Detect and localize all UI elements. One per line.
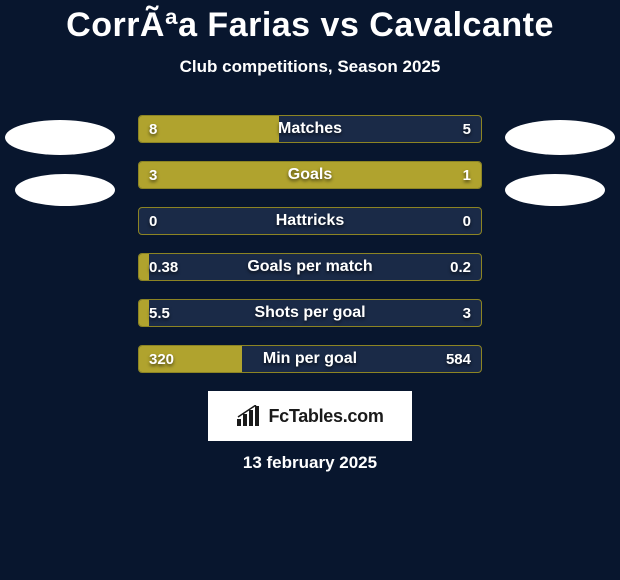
subtitle: Club competitions, Season 2025 bbox=[0, 57, 620, 77]
stat-bar-left bbox=[139, 162, 396, 188]
stat-value-left: 5.5 bbox=[149, 300, 170, 326]
stat-bar-right bbox=[396, 162, 482, 188]
stat-value-right: 3 bbox=[463, 300, 471, 326]
stat-row-goals-per-match: 0.38 Goals per match 0.2 bbox=[138, 253, 482, 281]
stat-value-right: 584 bbox=[446, 346, 471, 372]
stat-row-goals: 3 Goals 1 bbox=[138, 161, 482, 189]
date-label: 13 february 2025 bbox=[0, 453, 620, 473]
stat-value-right: 0 bbox=[463, 208, 471, 234]
stat-bar-left bbox=[139, 116, 279, 142]
site-logo[interactable]: FcTables.com bbox=[208, 391, 412, 441]
stats-chart: 8 Matches 5 3 Goals 1 0 Hattricks 0 0.38… bbox=[0, 115, 620, 373]
stat-value-left: 0 bbox=[149, 208, 157, 234]
stat-row-shots-per-goal: 5.5 Shots per goal 3 bbox=[138, 299, 482, 327]
site-logo-text: FcTables.com bbox=[268, 406, 383, 427]
stat-label: Goals per match bbox=[139, 254, 481, 280]
stat-bar-left bbox=[139, 254, 149, 280]
stat-row-matches: 8 Matches 5 bbox=[138, 115, 482, 143]
stat-value-right: 0.2 bbox=[450, 254, 471, 280]
stat-value-left: 0.38 bbox=[149, 254, 178, 280]
stat-row-min-per-goal: 320 Min per goal 584 bbox=[138, 345, 482, 373]
page-title: CorrÃªa Farias vs Cavalcante bbox=[0, 6, 620, 45]
bar-chart-icon bbox=[236, 405, 262, 427]
stat-label: Hattricks bbox=[139, 208, 481, 234]
comparison-card: CorrÃªa Farias vs Cavalcante Club compet… bbox=[0, 0, 620, 580]
stat-value-right: 5 bbox=[463, 116, 471, 142]
stat-bar-left bbox=[139, 346, 242, 372]
stat-row-hattricks: 0 Hattricks 0 bbox=[138, 207, 482, 235]
stat-bar-left bbox=[139, 300, 149, 326]
stat-label: Shots per goal bbox=[139, 300, 481, 326]
